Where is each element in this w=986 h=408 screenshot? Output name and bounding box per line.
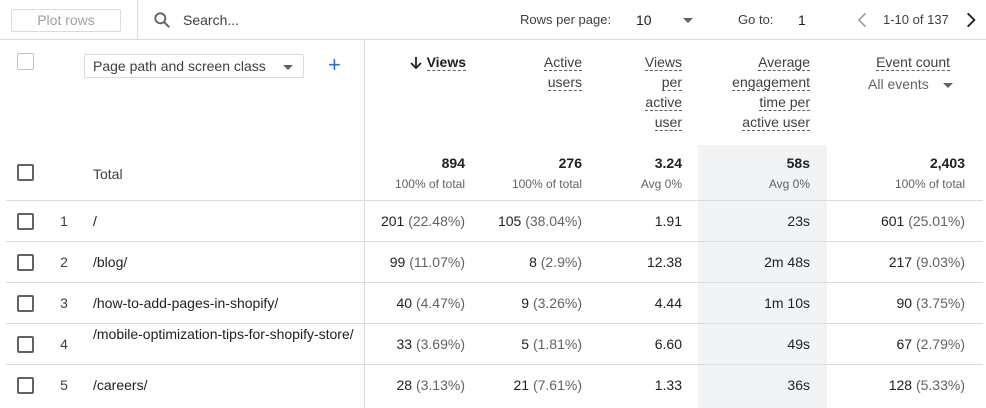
row-number: 1 — [60, 213, 68, 229]
row-checkbox[interactable] — [17, 213, 34, 230]
cell-event-count: 217 (9.03%) — [888, 254, 965, 270]
cell-active-users: 21 (7.61%) — [513, 377, 583, 393]
total-event-count: 2,403 — [929, 155, 965, 171]
cell-avg-engagement: 23s — [787, 213, 810, 229]
column-header-average-engagement-time[interactable]: Average engagement time per active user — [732, 54, 810, 131]
search-input[interactable] — [183, 9, 383, 31]
table-row[interactable]: 5 /careers/ 28 (3.13%) 21 (7.61%) 1.33 3… — [6, 365, 983, 406]
totals-checkbox[interactable] — [17, 164, 34, 181]
cell-active-users: 5 (1.81%) — [521, 336, 582, 352]
event-filter-label: All events — [868, 76, 929, 92]
total-views-per-user: 3.24 — [654, 155, 682, 171]
cell-event-count: 67 (2.79%) — [896, 336, 966, 352]
cell-avg-engagement: 2m 48s — [764, 254, 810, 270]
total-views-per-user-sub: Avg 0% — [640, 177, 682, 191]
page-path: /blog/ — [93, 254, 128, 270]
total-active-users-sub: 100% of total — [511, 177, 582, 191]
plot-rows-button[interactable]: Plot rows — [11, 9, 121, 32]
page-path: /mobile-optimization-tips-for-shopify-st… — [93, 326, 354, 342]
page-path: /how-to-add-pages-in-shopify/ — [93, 295, 279, 311]
rows-per-page-select[interactable]: 10 — [636, 10, 698, 30]
rows-per-page-value: 10 — [636, 12, 652, 28]
row-checkbox[interactable] — [17, 377, 34, 394]
add-dimension-icon[interactable]: + — [328, 52, 341, 77]
cell-active-users: 9 (3.26%) — [521, 295, 582, 311]
cell-views: 99 (11.07%) — [389, 254, 465, 270]
cell-active-users: 8 (2.9%) — [529, 254, 582, 270]
cell-views-per-user: 6.60 — [654, 336, 682, 352]
row-number: 2 — [60, 254, 68, 270]
table-row[interactable]: 1 / 201 (22.48%) 105 (38.04%) 1.91 23s 6… — [6, 201, 983, 242]
cell-views-per-user: 4.44 — [654, 295, 682, 311]
total-avg-engagement-sub: Avg 0% — [768, 177, 810, 191]
column-divider — [364, 40, 365, 408]
cell-event-count: 601 (25.01%) — [880, 213, 965, 229]
column-header-event-count[interactable]: Event count — [876, 54, 950, 71]
row-checkbox[interactable] — [17, 295, 34, 312]
table-row[interactable]: 4 /mobile-optimization-tips-for-shopify-… — [6, 324, 983, 365]
page-path: /careers/ — [93, 377, 148, 393]
cell-views-per-user: 1.91 — [654, 213, 682, 229]
page-path: / — [93, 213, 97, 229]
chevron-down-icon — [943, 83, 953, 88]
cell-event-count: 90 (3.75%) — [896, 295, 966, 311]
toolbar-divider — [137, 0, 138, 40]
cell-avg-engagement: 49s — [787, 336, 810, 352]
table-row[interactable]: 3 /how-to-add-pages-in-shopify/ 40 (4.47… — [6, 283, 983, 324]
cell-views-per-user: 12.38 — [646, 254, 682, 270]
chevron-left-icon[interactable] — [853, 10, 873, 30]
cell-avg-engagement: 36s — [787, 377, 810, 393]
chevron-right-icon[interactable] — [961, 10, 981, 30]
row-checkbox[interactable] — [17, 336, 34, 353]
dimension-select[interactable]: Page path and screen class — [84, 54, 304, 78]
column-header-active-users[interactable]: Active users — [543, 54, 582, 91]
total-avg-engagement: 58s — [786, 155, 810, 171]
event-filter-select[interactable]: All events — [868, 76, 958, 92]
total-views-sub: 100% of total — [394, 177, 465, 191]
total-views: 894 — [441, 155, 465, 171]
table-toolbar: Plot rows Rows per page: 10 Go to: 1-10 … — [0, 0, 986, 40]
total-active-users: 276 — [558, 155, 582, 171]
table-row[interactable]: 2 /blog/ 99 (11.07%) 8 (2.9%) 12.38 2m 4… — [6, 242, 983, 283]
rows-per-page-label: Rows per page: — [520, 12, 612, 27]
cell-views: 40 (4.47%) — [396, 295, 466, 311]
pagination-range: 1-10 of 137 — [883, 12, 949, 27]
cell-views: 28 (3.13%) — [396, 377, 466, 393]
totals-label: Total — [93, 166, 123, 182]
totals-row: Total 894 100% of total 276 100% of tota… — [6, 145, 983, 201]
row-number: 3 — [60, 295, 68, 311]
select-all-checkbox[interactable] — [17, 53, 34, 70]
cell-views-per-user: 1.33 — [654, 377, 682, 393]
row-checkbox[interactable] — [17, 254, 34, 271]
goto-page-input[interactable] — [798, 10, 828, 30]
cell-avg-engagement: 1m 10s — [764, 295, 810, 311]
report-table: Page path and screen class + Views Activ… — [6, 40, 983, 408]
goto-label: Go to: — [738, 12, 774, 27]
row-number: 4 — [60, 336, 68, 352]
dimension-label: Page path and screen class — [93, 58, 266, 74]
total-event-count-sub: 100% of total — [894, 177, 965, 191]
column-header-views[interactable]: Views — [426, 54, 466, 71]
search-icon[interactable] — [152, 10, 172, 30]
column-header-views-per-active-user[interactable]: Views per active user — [644, 54, 682, 131]
cell-active-users: 105 (38.04%) — [497, 213, 582, 229]
chevron-down-icon — [283, 65, 293, 70]
cell-views: 33 (3.69%) — [396, 336, 466, 352]
row-number: 5 — [60, 377, 68, 393]
chevron-down-icon — [683, 18, 693, 23]
sort-descending-icon[interactable] — [409, 56, 423, 70]
cell-event-count: 128 (5.33%) — [888, 377, 965, 393]
cell-views: 201 (22.48%) — [380, 213, 465, 229]
